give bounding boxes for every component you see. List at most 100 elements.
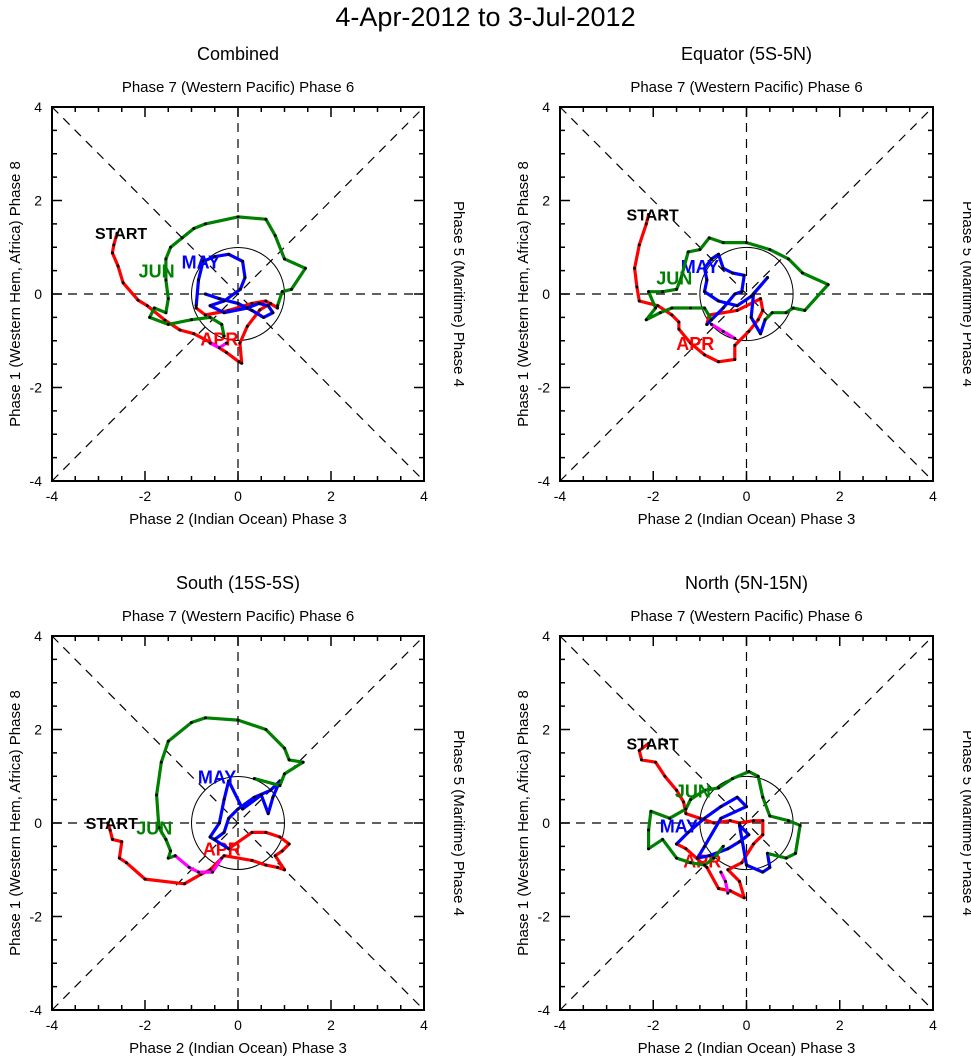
day-marker [264,217,268,221]
unit-circle [191,247,285,341]
right-axis-label: Phase 5 (Maritime) Phase 4 [959,201,971,387]
day-marker [705,322,709,326]
y-tick-label: 2 [542,193,550,209]
unit-circle [699,246,794,342]
day-marker [203,313,207,317]
day-marker [108,828,112,832]
day-marker [784,311,788,315]
day-marker [763,318,767,322]
day-marker [236,301,240,305]
day-marker [733,336,737,340]
day-marker [264,728,268,731]
day-marker [192,332,196,336]
day-marker [124,861,128,865]
day-marker [196,278,200,282]
day-marker [677,327,681,331]
day-marker [712,821,716,825]
x-tick-label: -4 [46,1017,59,1033]
day-marker [654,760,658,764]
day-marker [266,304,270,308]
bottom-axis-label: Phase 2 (Indian Ocean) Phase 3 [638,1040,856,1057]
day-marker [647,213,651,217]
x-tick-label: -2 [647,1017,660,1033]
month-label-jun: JUN [136,819,172,839]
day-marker [798,823,802,827]
day-marker [112,243,116,247]
top-axis-label: Phase 7 (Western Pacific) Phase 6 [630,79,862,96]
diagonal-guide [51,635,425,1011]
day-marker [751,819,755,823]
month-label-may: MAY [182,252,220,272]
day-marker [710,322,714,326]
x-tick-label: -4 [46,488,59,504]
day-marker [784,856,788,860]
day-marker [250,308,254,312]
day-marker [236,215,240,219]
month-label-apr: APR [203,840,241,860]
month-label-apr: APR [676,334,714,354]
day-marker [719,805,723,809]
day-marker [803,308,807,312]
day-marker [733,357,737,361]
x-tick-label: -4 [554,488,567,504]
start-label: START [627,208,679,225]
day-marker [786,257,790,261]
day-marker [644,318,648,322]
day-marker [698,816,702,820]
day-marker [765,851,769,855]
y-tick-label: 4 [34,628,42,644]
start-label: START [95,226,147,243]
day-marker [703,306,707,310]
day-marker [166,856,170,860]
day-marker [262,315,266,319]
panel-2: Equator (5S-5N) Phase 7 (Western Pacific)… [515,44,971,528]
x-tick-label: 2 [836,1017,844,1033]
day-marker [749,315,753,319]
day-marker [658,311,662,315]
day-marker [761,795,765,799]
day-marker [689,861,693,865]
day-marker [166,297,170,301]
day-marker [696,856,700,860]
day-marker [677,320,681,324]
day-marker [169,245,173,249]
day-marker [745,863,748,867]
day-marker [164,278,168,282]
day-marker [190,720,193,724]
month-label-jun: JUN [139,262,175,282]
day-marker [289,287,293,291]
day-marker [120,840,124,844]
day-marker [703,353,707,357]
day-marker [217,297,221,301]
trajectory-may [208,779,282,851]
day-marker [689,306,693,310]
day-marker [717,299,721,303]
panel-title: Combined [197,44,279,64]
day-marker [110,837,114,841]
day-marker [668,816,672,820]
day-marker [707,236,711,240]
day-marker [756,774,760,778]
day-marker [686,250,690,254]
day-marker [682,800,686,804]
day-marker [738,821,742,825]
day-marker [756,318,760,322]
day-marker [266,812,270,816]
day-marker [250,858,254,862]
day-marker [203,716,207,720]
start-label: START [627,737,679,754]
day-marker [689,341,693,345]
day-marker [287,758,291,762]
day-marker [635,285,639,289]
day-marker [719,870,723,874]
diagonal-guide [559,106,934,482]
day-marker [245,306,249,310]
day-marker [712,856,716,860]
day-marker [222,830,226,834]
day-marker [705,278,709,282]
y-tick-label: 0 [34,286,42,302]
x-tick-label: 4 [420,488,428,504]
day-marker [148,315,152,319]
day-marker [213,255,217,259]
day-marker [765,276,769,280]
